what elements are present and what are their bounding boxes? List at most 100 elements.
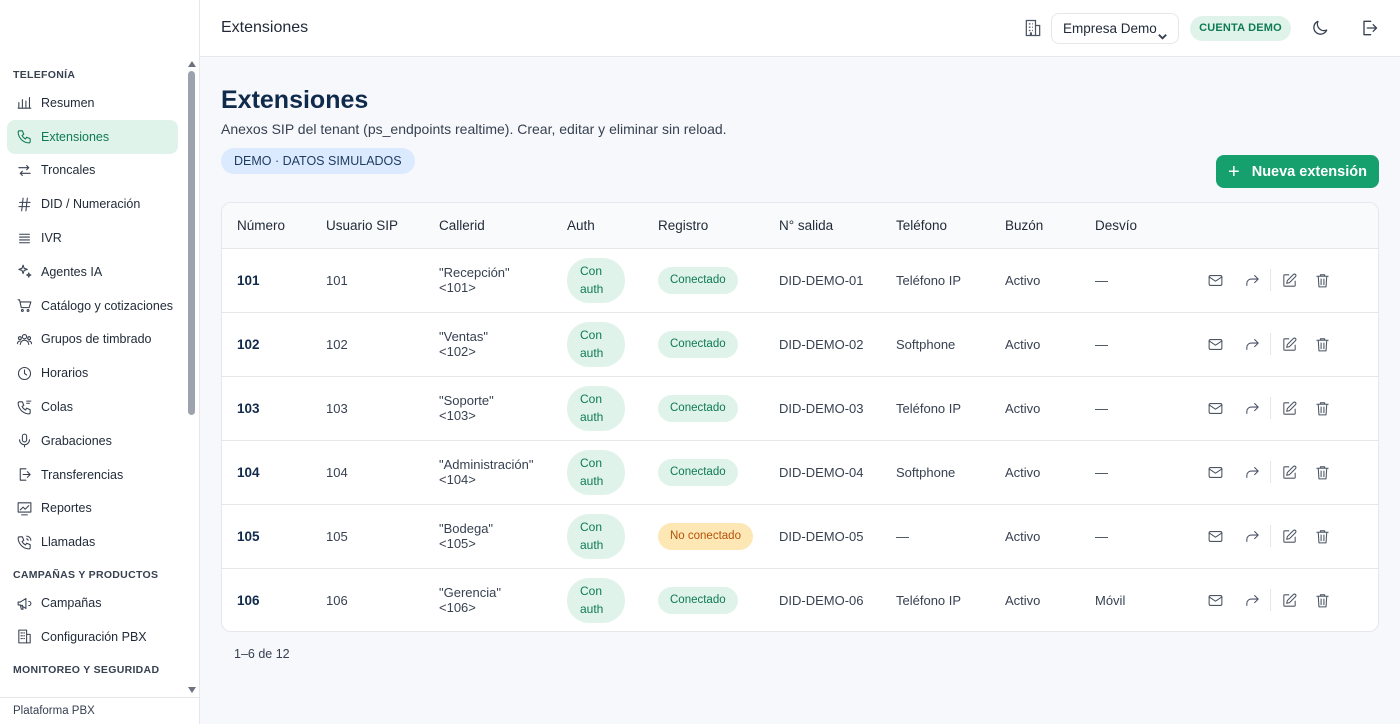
divider [1305,333,1306,355]
megaphone-icon [14,593,34,613]
sidebar-item-transferencias[interactable]: Transferencias [7,458,178,492]
mail-icon[interactable] [1205,526,1225,546]
forward-icon[interactable] [1242,526,1262,546]
page-subtitle: Anexos SIP del tenant (ps_endpoints real… [221,121,727,137]
mail-icon[interactable] [1205,590,1225,610]
sidebar-item-resumen[interactable]: Resumen [7,86,178,120]
sidebar-item-extensiones[interactable]: Extensiones [7,119,178,154]
extension-number[interactable]: 105 [237,528,260,544]
registration-status-badge: Conectado [658,458,738,486]
scroll-up-arrow[interactable] [188,61,196,67]
phone-type: Teléfono IP [896,400,962,416]
sidebar-item-label: Grupos de timbrado [41,332,152,347]
column-header-registro: Registro [658,203,779,249]
phone-type: Teléfono IP [896,272,962,288]
new-extension-button[interactable]: + Nueva extensión [1216,155,1379,188]
trash-icon[interactable] [1312,462,1332,482]
table-header-row: Número Usuario SIP Callerid Auth Registro N° … [222,203,1378,249]
extension-number[interactable]: 103 [237,400,260,416]
sidebar-item-configuracion-pbx[interactable]: Configuración PBX [7,620,178,654]
auth-badge-line: auth [580,537,604,552]
registration-status-badge: Conectado [658,266,738,294]
sidebar-item-colas[interactable]: Colas [7,390,178,424]
call-forward: — [1095,336,1108,352]
forward-icon[interactable] [1242,270,1262,290]
extension-number[interactable]: 101 [237,272,260,288]
sidebar: TELEFONÍA Resumen Extensiones Troncales … [0,0,200,724]
building-icon [14,627,34,647]
trash-icon[interactable] [1312,398,1332,418]
forward-icon[interactable] [1242,462,1262,482]
forward-icon[interactable] [1242,398,1262,418]
edit-icon[interactable] [1279,398,1299,418]
edit-icon[interactable] [1279,270,1299,290]
outbound-did: DID-DEMO-04 [779,464,864,480]
extension-number[interactable]: 104 [237,464,260,480]
sidebar-scrollbar[interactable] [186,57,198,697]
scroll-thumb[interactable] [188,71,195,415]
trash-icon[interactable] [1312,334,1332,354]
sidebar-item-horarios[interactable]: Horarios [7,356,178,390]
sip-user: 102 [326,336,348,352]
extension-number[interactable]: 102 [237,336,260,352]
forward-icon[interactable] [1242,590,1262,610]
sip-user: 106 [326,592,348,608]
edit-icon[interactable] [1279,462,1299,482]
divider [1233,269,1234,291]
callerid-number: <105> [439,536,476,551]
demo-data-badge: DEMO · DATOS SIMULADOS [221,148,415,174]
edit-icon[interactable] [1279,526,1299,546]
mail-icon[interactable] [1205,270,1225,290]
mail-icon[interactable] [1205,398,1225,418]
sidebar-item-agentes-ia[interactable]: Agentes IA [7,255,178,289]
sidebar-item-label: Agentes IA [41,264,103,279]
sidebar-item-grabaciones[interactable]: Grabaciones [7,424,178,458]
divider [1233,333,1234,355]
trash-icon[interactable] [1312,590,1332,610]
callerid-name: "Gerencia" [439,585,501,601]
logout-icon[interactable] [1359,18,1379,43]
edit-icon[interactable] [1279,590,1299,610]
theme-toggle-moon-icon[interactable] [1310,18,1330,43]
auth-badge: Con auth [567,513,625,559]
scroll-down-arrow[interactable] [188,687,196,693]
sidebar-item-label: Resumen [41,95,95,110]
edit-icon[interactable] [1279,334,1299,354]
trash-icon[interactable] [1312,270,1332,290]
sidebar-item-campanas[interactable]: Campañas [7,586,178,620]
divider [1233,397,1234,419]
call-forward: — [1095,464,1108,480]
mail-icon[interactable] [1205,334,1225,354]
phone-type: Teléfono IP [896,592,962,608]
voicemail-status: Activo [1005,528,1041,544]
callerid-number: <104> [439,472,476,487]
column-header-usuario-sip: Usuario SIP [326,203,439,249]
sidebar-item-label: Horarios [41,366,89,381]
outbound-did: DID-DEMO-03 [779,400,864,416]
auth-badge-line: auth [580,473,604,488]
sidebar-item-catalogo-y-cotizaciones[interactable]: Catálogo y cotizaciones [7,289,178,323]
sidebar-item-ivr[interactable]: IVR [7,221,178,255]
company-select[interactable]: Empresa Demo [1051,13,1179,44]
extension-number[interactable]: 106 [237,592,260,608]
mail-icon[interactable] [1205,462,1225,482]
registration-status-badge: Conectado [658,330,738,358]
forward-icon[interactable] [1242,334,1262,354]
column-header-telefono: Teléfono [896,203,1005,249]
auth-badge-line: Con [580,519,603,534]
sidebar-item-troncales[interactable]: Troncales [7,154,178,188]
trash-icon[interactable] [1312,526,1332,546]
callerid-number: <101> [439,280,476,295]
sidebar-item-grupos-de-timbrado[interactable]: Grupos de timbrado [7,323,178,357]
sidebar-item-did-numeracion[interactable]: DID / Numeración [7,187,178,221]
callerid-name: "Recepción" [439,265,510,280]
phone-type: Softphone [896,464,956,480]
phone-type: — [896,528,909,544]
sidebar-item-llamadas[interactable]: Llamadas [7,525,178,559]
sidebar-nav: TELEFONÍA Resumen Extensiones Troncales … [0,57,185,697]
callerid: "Recepción" <101> [439,248,567,312]
sidebar-logo-area [0,0,199,57]
sidebar-item-reportes[interactable]: Reportes [7,492,178,526]
auth-badge-line: Con [580,327,603,342]
new-extension-label: Nueva extensión [1251,163,1367,180]
